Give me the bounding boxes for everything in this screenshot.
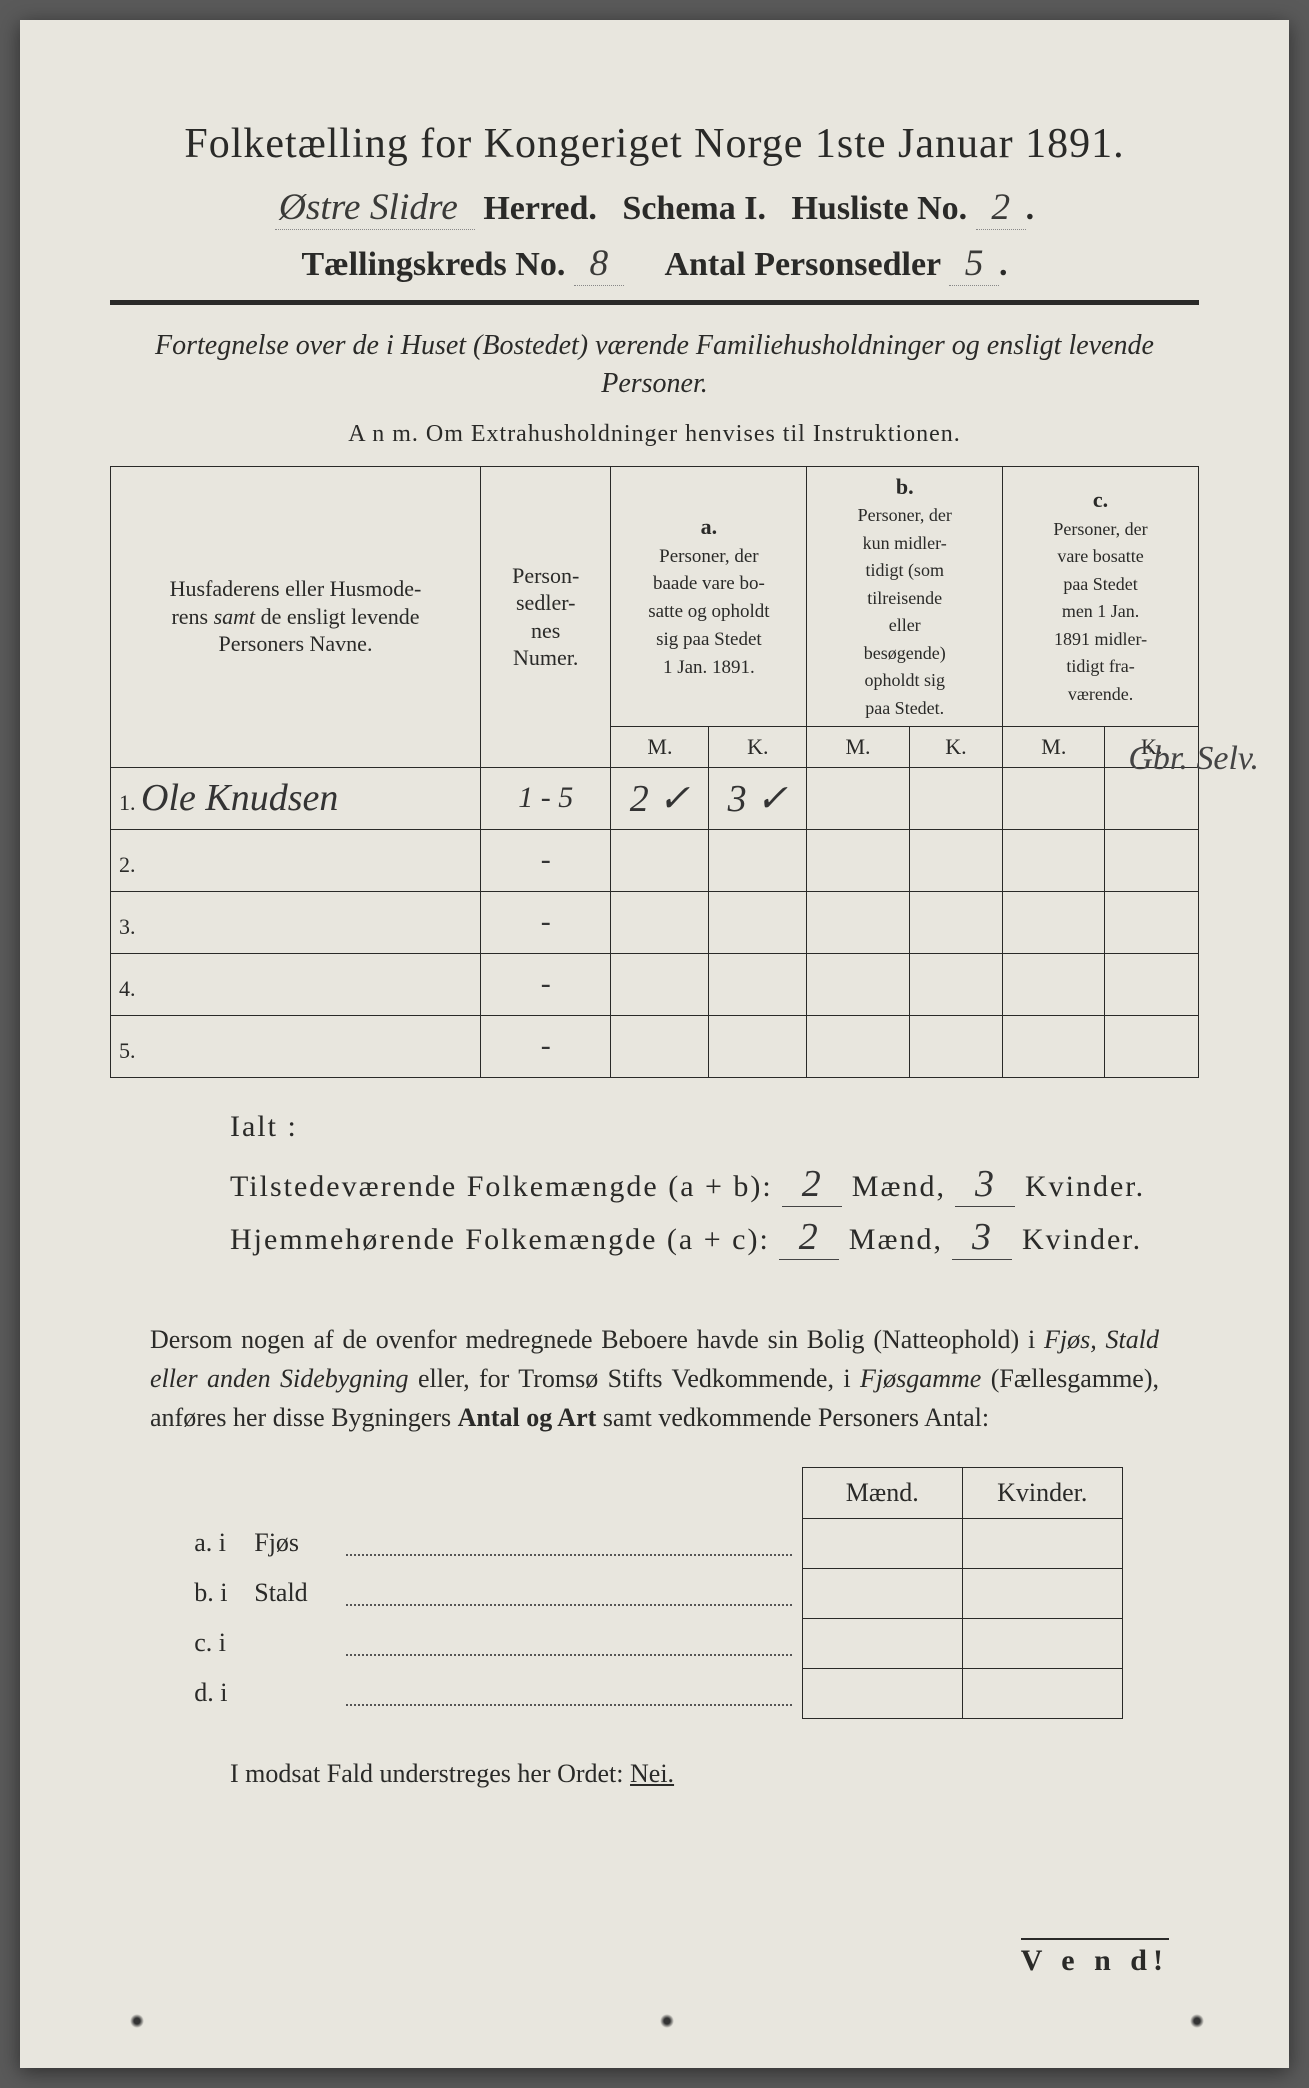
header-b-k: K.: [909, 727, 1002, 768]
margin-annotation: Gbr. Selv.: [1128, 740, 1259, 778]
vend-label: V e n d!: [1021, 1938, 1169, 1978]
side-header-k: Kvinder.: [962, 1467, 1122, 1518]
kreds-value: 8: [574, 242, 624, 286]
divider: [110, 300, 1199, 305]
anm-note: A n m. Om Extrahusholdninger henvises ti…: [110, 421, 1199, 448]
header-b: b. Personer, derkun midler-tidigt (somti…: [807, 466, 1003, 727]
table-row: 4. -: [111, 953, 1199, 1015]
antal-value: 5: [949, 242, 999, 286]
husliste-label: Husliste No.: [791, 190, 967, 227]
binding-dot: [1190, 2014, 1204, 2028]
table-row: 5. -: [111, 1015, 1199, 1077]
antal-label: Antal Personsedler: [664, 246, 940, 283]
header-c-m: M.: [1003, 727, 1105, 768]
census-form-page: Folketælling for Kongeriget Norge 1ste J…: [20, 20, 1289, 2068]
side-building-paragraph: Dersom nogen af de ovenfor medregnede Be…: [150, 1320, 1159, 1437]
side-header-m: Mænd.: [802, 1467, 962, 1518]
line-herred: Østre Slidre Herred. Schema I. Husliste …: [110, 186, 1199, 230]
side-row: b. iStald: [186, 1568, 1122, 1618]
header-b-m: M.: [807, 727, 909, 768]
schema-label: Schema I.: [622, 190, 766, 227]
side-row: a. iFjøs: [186, 1518, 1122, 1568]
husliste-value: 2: [976, 186, 1026, 230]
header-c: c. Personer, dervare bosattepaa Stedetme…: [1003, 466, 1199, 727]
kreds-label: Tællingskreds No.: [301, 246, 565, 283]
description: Fortegnelse over de i Huset (Bostedet) v…: [110, 327, 1199, 403]
side-row: d. i: [186, 1668, 1122, 1718]
table-row: 3. -: [111, 891, 1199, 953]
header-num: Person-sedler-nesNumer.: [480, 466, 611, 767]
nei-line: I modsat Fald understreges her Ordet: Ne…: [230, 1759, 1199, 1789]
header-name: Husfaderens eller Husmode-rens samt de e…: [111, 466, 481, 767]
header-a-m: M.: [611, 727, 709, 768]
binding-dot: [130, 2014, 144, 2028]
main-title: Folketælling for Kongeriget Norge 1ste J…: [110, 120, 1199, 168]
side-building-table: Mænd. Kvinder. a. iFjøsb. iStaldc. id. i: [186, 1467, 1123, 1719]
line-kreds: Tællingskreds No. 8 Antal Personsedler 5…: [110, 242, 1199, 286]
binding-dot: [660, 2014, 674, 2028]
totals-present: Tilstedeværende Folkemængde (a + b): 2 M…: [230, 1162, 1199, 1207]
side-row: c. i: [186, 1618, 1122, 1668]
totals-home: Hjemmehørende Folkemængde (a + c): 2 Mæn…: [230, 1215, 1199, 1260]
table-row: 1. Ole Knudsen1 - 52 ✓3 ✓: [111, 767, 1199, 829]
herred-label: Herred.: [483, 190, 597, 227]
header-a-k: K.: [709, 727, 807, 768]
table-row: 2. -: [111, 829, 1199, 891]
header-a: a. Personer, derbaade vare bo-satte og o…: [611, 466, 807, 727]
household-table: Husfaderens eller Husmode-rens samt de e…: [110, 466, 1199, 1078]
ialt-label: Ialt :: [230, 1110, 1199, 1144]
herred-value: Østre Slidre: [275, 186, 475, 230]
